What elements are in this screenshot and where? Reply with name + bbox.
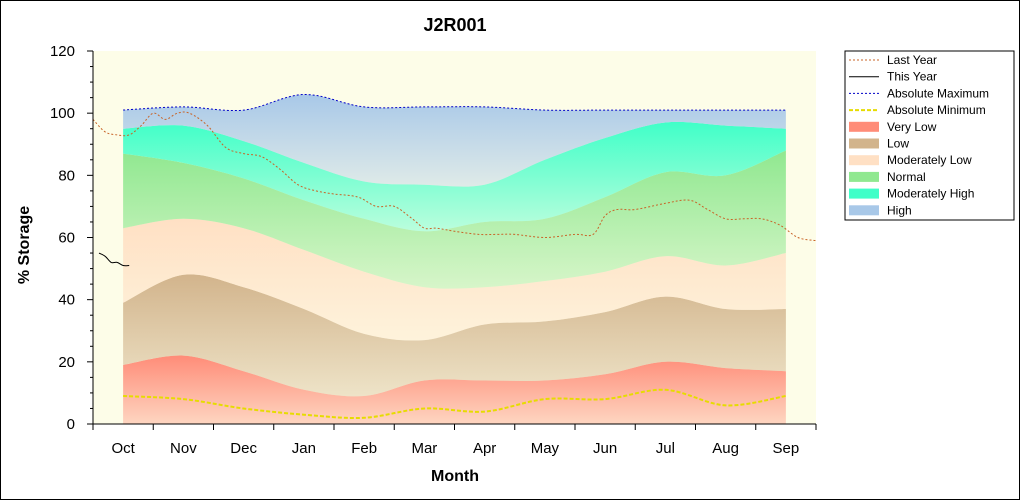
series-absolute-maximum [123, 93, 786, 112]
x-tick-label: Jun [593, 440, 617, 457]
legend-swatch-normal [849, 171, 879, 182]
band-normal [123, 150, 786, 289]
x-tick-label: Oct [111, 440, 135, 457]
x-tick-label: Nov [170, 440, 197, 457]
legend-swatch-moderately-high [849, 188, 879, 199]
band-moderately-high [123, 121, 786, 232]
chart-title: J2R001 [423, 15, 486, 35]
axes-layer: 0 20 40 60 80 100 120 Oct Nov Dec Jan Feb Mar Apr May J… [50, 43, 817, 457]
legend-swatch-very-low [849, 121, 879, 132]
x-tick-label: Jul [656, 440, 675, 457]
legend-swatch-moderately-low [849, 155, 879, 166]
legend-label-high: High [887, 203, 912, 217]
legend-swatch-low [849, 138, 879, 149]
x-axis-label: Month [431, 468, 479, 485]
band-very-low [123, 355, 786, 424]
x-tick-label: Mar [411, 440, 437, 457]
legend-label-moderately-low: Moderately Low [887, 153, 972, 167]
legend-swatch-high [849, 205, 879, 216]
bands-layer [123, 94, 786, 424]
band-high [123, 94, 786, 187]
series-last-year [92, 111, 817, 242]
x-tick-label: Apr [473, 440, 496, 457]
legend: Last Year This Year Absolute Maximum Absolu… [844, 50, 1015, 221]
x-tick-label: May [531, 440, 560, 457]
band-low [123, 274, 786, 397]
y-tick-label: 80 [58, 167, 75, 184]
legend-label-last-year: Last Year [887, 53, 937, 67]
legend-label-moderately-high: Moderately High [887, 187, 974, 201]
series-this-year [98, 252, 130, 267]
legend-label-low: Low [887, 137, 909, 151]
series-layer [92, 93, 817, 420]
x-tick-label: Aug [712, 440, 739, 457]
y-tick-label: 40 [58, 292, 75, 309]
band-moderately-low [123, 218, 786, 341]
y-tick-label: 100 [50, 105, 75, 122]
legend-label-absolute-maximum: Absolute Maximum [887, 86, 989, 100]
legend-label-normal: Normal [887, 170, 926, 184]
legend-label-absolute-minimum: Absolute Minimum [887, 103, 986, 117]
y-axis-label: % Storage [16, 206, 33, 284]
y-tick-label: 0 [67, 416, 75, 433]
x-tick-label: Sep [773, 440, 800, 457]
series-absolute-minimum [123, 388, 787, 420]
x-tick-label: Jan [292, 440, 316, 457]
y-tick-label: 120 [50, 43, 75, 60]
y-tick-label: 60 [58, 230, 75, 247]
x-tick-label: Feb [351, 440, 377, 457]
x-tick-label: Dec [230, 440, 257, 457]
legend-label-very-low: Very Low [887, 120, 937, 134]
legend-label-this-year: This Year [887, 70, 937, 84]
y-tick-label: 20 [58, 354, 75, 371]
